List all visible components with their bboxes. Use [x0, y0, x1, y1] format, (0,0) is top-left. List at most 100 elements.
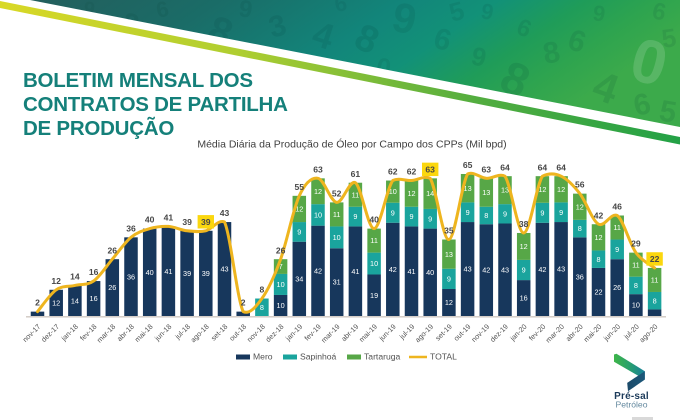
svg-text:9: 9: [466, 208, 470, 217]
svg-text:mai-20: mai-20: [582, 322, 604, 344]
svg-text:11: 11: [370, 236, 378, 245]
svg-text:Petróleo: Petróleo: [615, 400, 647, 410]
svg-text:out-18: out-18: [227, 322, 248, 343]
svg-text:29: 29: [631, 239, 641, 249]
svg-text:65: 65: [463, 160, 473, 170]
svg-text:dez-19: dez-19: [488, 322, 510, 344]
svg-text:40: 40: [146, 268, 154, 277]
svg-text:9: 9: [391, 208, 395, 217]
svg-text:62: 62: [388, 167, 398, 177]
svg-text:10: 10: [370, 259, 378, 268]
svg-text:63: 63: [482, 164, 492, 174]
svg-text:13: 13: [482, 188, 490, 197]
svg-text:64: 64: [556, 162, 566, 172]
svg-text:9: 9: [559, 208, 563, 217]
svg-text:41: 41: [407, 267, 415, 276]
svg-text:ago-19: ago-19: [413, 322, 435, 344]
svg-text:jun-20: jun-20: [601, 322, 622, 343]
svg-text:13: 13: [501, 186, 509, 195]
svg-text:8: 8: [484, 211, 488, 220]
svg-text:mar-19: mar-19: [319, 322, 341, 344]
svg-text:10: 10: [277, 301, 285, 310]
svg-text:9: 9: [447, 274, 451, 283]
svg-text:6: 6: [631, 87, 654, 123]
svg-text:41: 41: [351, 267, 359, 276]
svg-text:13: 13: [445, 250, 453, 259]
svg-text:36: 36: [127, 272, 135, 281]
svg-text:43: 43: [220, 208, 230, 218]
svg-text:9: 9: [591, 0, 607, 26]
svg-text:36: 36: [576, 272, 584, 281]
svg-text:6: 6: [333, 0, 349, 17]
svg-text:43: 43: [557, 265, 565, 274]
svg-text:35: 35: [444, 226, 454, 236]
svg-text:jun-19: jun-19: [377, 322, 398, 343]
svg-text:11: 11: [651, 276, 659, 285]
svg-text:2: 2: [35, 298, 40, 308]
svg-text:43: 43: [464, 265, 472, 274]
svg-text:7: 7: [279, 262, 283, 271]
svg-text:41: 41: [164, 213, 174, 223]
svg-text:26: 26: [108, 245, 118, 255]
svg-text:9: 9: [479, 0, 495, 25]
svg-text:36: 36: [126, 223, 136, 233]
svg-text:39: 39: [202, 269, 210, 278]
svg-text:set-19: set-19: [433, 322, 453, 342]
svg-text:52: 52: [332, 188, 342, 198]
svg-text:55: 55: [295, 182, 305, 192]
svg-text:63: 63: [313, 164, 323, 174]
svg-text:10: 10: [389, 187, 397, 196]
svg-text:8: 8: [653, 296, 657, 305]
svg-text:nov-18: nov-18: [245, 322, 267, 344]
svg-text:10: 10: [314, 211, 322, 220]
svg-text:jan-20: jan-20: [507, 322, 528, 343]
svg-text:56: 56: [575, 180, 585, 190]
svg-text:nov-19: nov-19: [469, 322, 491, 344]
svg-text:26: 26: [613, 283, 621, 292]
svg-text:42: 42: [389, 265, 397, 274]
svg-text:12: 12: [557, 185, 565, 194]
svg-text:9: 9: [428, 214, 432, 223]
svg-text:11: 11: [632, 260, 640, 269]
svg-text:9: 9: [237, 0, 254, 24]
svg-text:9: 9: [615, 245, 619, 254]
svg-text:26: 26: [276, 245, 286, 255]
svg-text:11: 11: [352, 190, 360, 199]
svg-text:22: 22: [594, 288, 602, 297]
svg-text:ago-18: ago-18: [189, 322, 211, 344]
svg-text:9: 9: [522, 266, 526, 275]
svg-text:12: 12: [52, 298, 60, 307]
svg-text:9: 9: [503, 209, 507, 218]
svg-text:34: 34: [295, 274, 303, 283]
svg-text:8: 8: [578, 224, 582, 233]
svg-text:8: 8: [260, 285, 265, 295]
svg-text:46: 46: [612, 202, 622, 212]
svg-text:39: 39: [183, 269, 191, 278]
svg-text:41: 41: [164, 267, 172, 276]
svg-text:31: 31: [333, 278, 341, 287]
svg-text:6: 6: [154, 0, 171, 23]
svg-text:12: 12: [576, 202, 584, 211]
svg-text:12: 12: [520, 242, 528, 251]
svg-text:9: 9: [353, 212, 357, 221]
svg-text:Sapinhoá: Sapinhoá: [300, 352, 337, 362]
svg-text:9: 9: [469, 41, 489, 73]
svg-text:8: 8: [260, 303, 264, 312]
svg-text:Média Diária da Produção de Ól: Média Diária da Produção de Óleo por Cam…: [197, 138, 506, 151]
svg-text:42: 42: [594, 210, 604, 220]
svg-text:12: 12: [445, 298, 453, 307]
svg-text:mar-20: mar-20: [544, 322, 566, 344]
svg-text:dez-18: dez-18: [264, 322, 286, 344]
svg-text:12: 12: [314, 187, 322, 196]
svg-text:64: 64: [538, 162, 548, 172]
svg-text:61: 61: [351, 169, 361, 179]
svg-text:jan-19: jan-19: [283, 322, 304, 343]
svg-text:8: 8: [540, 35, 562, 70]
svg-text:5: 5: [660, 22, 679, 54]
svg-text:42: 42: [482, 266, 490, 275]
svg-text:40: 40: [426, 268, 434, 277]
svg-text:64: 64: [500, 162, 510, 172]
svg-text:62: 62: [407, 167, 417, 177]
svg-text:16: 16: [520, 294, 528, 303]
svg-text:abr-20: abr-20: [564, 322, 585, 343]
